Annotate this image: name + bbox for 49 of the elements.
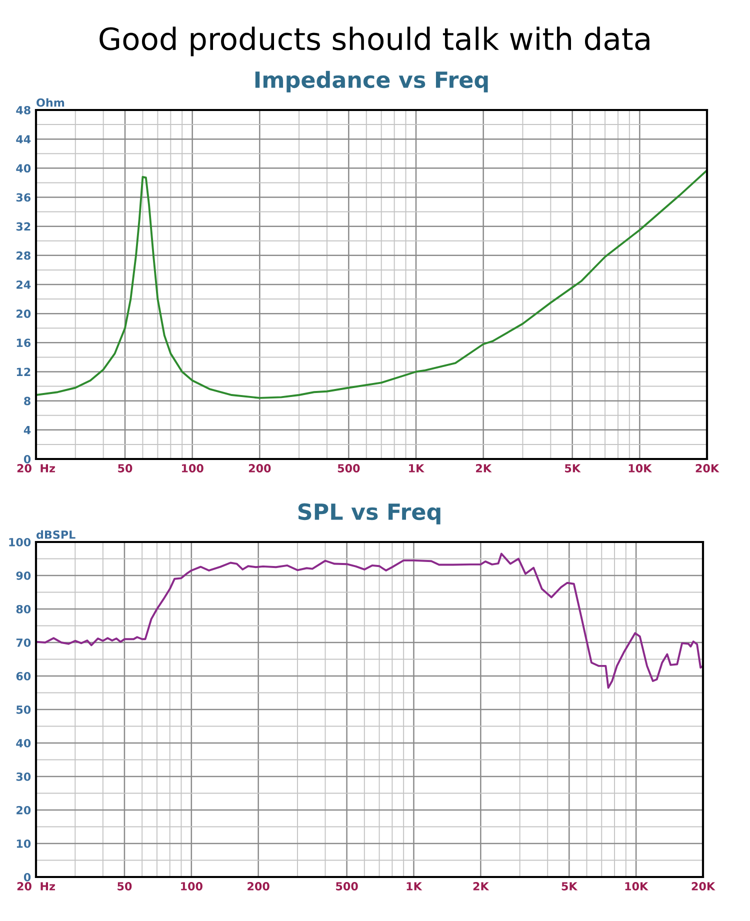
y-tick-label: 70	[16, 638, 31, 647]
y-tick-label: 20	[16, 806, 31, 814]
text: Good products should talk with data	[100, 26, 650, 56]
y-tick-label: 10	[16, 839, 31, 848]
x-tick-label: 100	[182, 464, 204, 472]
x-tick-label: 200	[248, 882, 270, 890]
chart-title: Impedance vs Freq	[255, 70, 488, 92]
y-tick-label: 30	[16, 772, 31, 781]
y-tick-label: 48	[16, 106, 30, 114]
y-tick-label: 28	[16, 251, 30, 260]
x-tick-label: 20 Hz	[17, 464, 55, 472]
x-tick-label: 1K	[406, 882, 422, 890]
x-tick-label: 5K	[562, 882, 578, 890]
y-tick-label: 100	[9, 538, 31, 546]
y-tick-label: 36	[16, 193, 31, 202]
y-tick-label: 80	[16, 604, 31, 614]
y-tick-label: 24	[16, 280, 31, 289]
y-tick-label: 8	[24, 396, 30, 406]
x-tick-label: 200	[248, 464, 271, 472]
y-tick-label: 32	[16, 222, 30, 231]
x-tick-label: 500	[338, 464, 360, 472]
y-tick-label: 40	[16, 164, 31, 173]
x-tick-label: 20K	[696, 464, 720, 472]
x-tick-label: 500	[336, 882, 358, 890]
y-tick-label: 4	[24, 426, 31, 434]
y-tick-label: 40	[16, 738, 31, 748]
x-tick-label: 100	[181, 882, 202, 890]
y-tick-label: 60	[16, 672, 31, 680]
x-tick-label: 2K	[473, 882, 490, 890]
x-tick-label: 2K	[476, 464, 492, 472]
x-tick-label: 20 Hz	[17, 882, 55, 890]
y-tick-label: 0	[24, 454, 31, 464]
chart-title: SPL vs Freq	[298, 503, 440, 524]
x-tick-label: 20K	[692, 882, 716, 890]
y-tick-label: 12	[16, 368, 30, 376]
x-tick-label: 10K	[625, 882, 648, 890]
y-tick-label: 16	[16, 338, 31, 348]
y-tick-label: 90	[16, 571, 31, 580]
x-tick-label: 1K	[409, 464, 425, 472]
y-axis-title: Ohm	[36, 98, 64, 107]
y-tick-label: 20	[16, 310, 31, 318]
x-tick-label: 10K	[628, 464, 652, 472]
y-tick-label: 0	[24, 872, 31, 882]
y-axis-title: dBSPL	[36, 530, 76, 539]
y-tick-label: 50	[16, 705, 31, 714]
y-tick-label: 44	[16, 135, 31, 144]
x-tick-label: 50	[118, 882, 132, 890]
x-tick-label: 5K	[565, 464, 581, 472]
x-tick-label: 50	[118, 464, 132, 472]
